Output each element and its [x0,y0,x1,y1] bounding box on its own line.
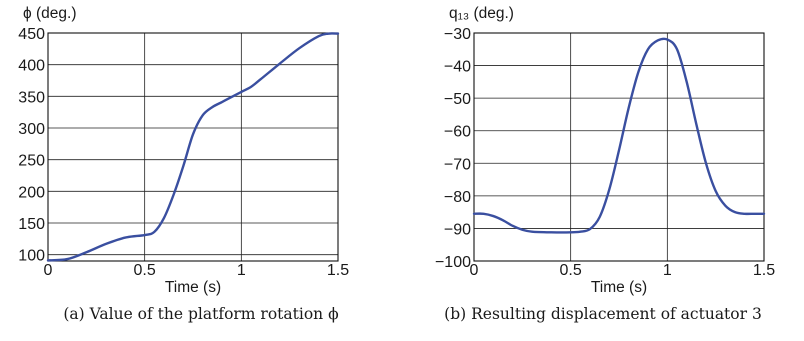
x-tick-label: 0.5 [134,262,156,279]
series-line [46,32,340,262]
y-tick-label: −90 [444,221,471,238]
y-tick-label: −50 [444,91,471,108]
chart-panel-a: 100 150 200 250 300 350 400 450 0 0.5 1 1.5 Time (s)… [18,5,349,323]
y-tick-label: 100 [18,248,45,265]
y-tick-label: −100 [435,254,471,271]
x-axis-label: Time (s) [165,279,221,296]
x-tick-label: 0 [44,262,53,279]
x-tick-label: 1 [663,262,672,279]
y-tick-label: 400 [18,58,45,75]
y-axis-label: ϕ (deg.) [23,5,76,22]
chart-a-svg: 100 150 200 250 300 350 400 450 0 0.5 1 1.5 Time (s)… [18,5,349,296]
y-tick-label: 350 [18,89,45,106]
x-tick-label: 0.5 [560,262,582,279]
y-tick-label: −70 [444,156,471,173]
y-tick-label: −60 [444,124,471,141]
y-tick-label: 250 [18,153,45,170]
chart-panel-b: −100 −90 −80 −70 −60 −50 −40 −30 0 0.5 1 1.5 Time (s… [402,0,804,341]
plot-frame [47,32,339,262]
x-tick-label: 0 [470,262,479,279]
y-tick-label: −80 [444,189,471,206]
caption-b: (b) Resulting displacement of actuator 3 [444,305,762,323]
y-tick-label: 150 [18,216,45,233]
y-tick-label: −30 [444,26,471,43]
y-axis-label: q₁₃ (deg.) [449,5,514,22]
caption-a: (a) Value of the platform rotation ϕ [63,305,339,323]
x-tick-label: 1.5 [327,262,349,279]
y-tick-label: −40 [444,59,471,76]
x-tick-label: 1 [237,262,246,279]
y-tick-label: 200 [18,184,45,201]
plot-frame [473,32,765,262]
chart-b-svg: −100 −90 −80 −70 −60 −50 −40 −30 0 0.5 1 1.5 Time (s… [435,5,775,296]
series-line [472,37,766,234]
x-tick-label: 1.5 [753,262,775,279]
y-tick-label: 450 [18,26,45,43]
x-axis-label: Time (s) [591,279,647,296]
y-tick-label: 300 [18,121,45,138]
